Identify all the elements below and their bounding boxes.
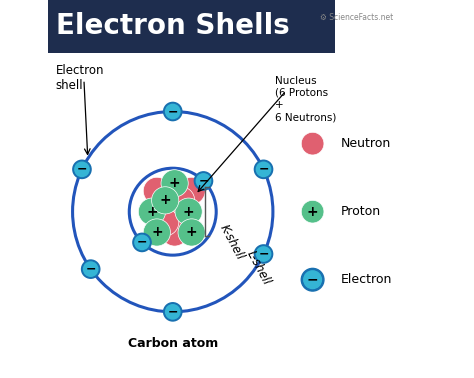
Circle shape: [301, 268, 324, 291]
Circle shape: [255, 161, 272, 177]
Circle shape: [301, 132, 324, 155]
Circle shape: [167, 187, 195, 214]
Circle shape: [161, 170, 188, 197]
Circle shape: [143, 177, 171, 204]
Circle shape: [178, 177, 205, 204]
Circle shape: [161, 219, 188, 246]
Circle shape: [152, 209, 179, 236]
Circle shape: [83, 261, 99, 277]
Text: +: +: [151, 225, 163, 240]
Circle shape: [175, 198, 202, 225]
Text: +: +: [186, 225, 198, 240]
Text: +: +: [307, 204, 319, 219]
Text: L-shell: L-shell: [245, 248, 273, 287]
Circle shape: [254, 160, 273, 179]
Text: +: +: [159, 193, 171, 208]
Circle shape: [72, 160, 92, 179]
Text: +: +: [146, 204, 158, 219]
Circle shape: [301, 200, 324, 223]
Circle shape: [163, 102, 182, 121]
Text: Electron: Electron: [341, 273, 392, 286]
Text: −: −: [198, 174, 209, 187]
Circle shape: [165, 104, 181, 119]
Circle shape: [163, 302, 182, 322]
Text: −: −: [258, 248, 269, 260]
Text: Nucleus
(6 Protons
+
6 Neutrons): Nucleus (6 Protons + 6 Neutrons): [275, 76, 336, 123]
Text: +: +: [169, 176, 181, 191]
Bar: [48, 0, 335, 53]
Text: Proton: Proton: [341, 205, 381, 218]
Circle shape: [138, 198, 165, 225]
Text: −: −: [167, 105, 178, 118]
Text: −: −: [137, 236, 147, 249]
Circle shape: [304, 271, 321, 288]
Circle shape: [152, 187, 179, 214]
Text: −: −: [307, 273, 319, 287]
Circle shape: [143, 219, 171, 246]
Text: Neutron: Neutron: [341, 137, 391, 150]
Circle shape: [196, 173, 211, 189]
Text: K-shell: K-shell: [217, 222, 246, 262]
Circle shape: [134, 235, 150, 250]
Circle shape: [194, 171, 213, 191]
Text: −: −: [258, 163, 269, 176]
Text: +: +: [183, 204, 194, 219]
Text: ⚙ ScienceFacts.net: ⚙ ScienceFacts.net: [320, 13, 393, 22]
Text: −: −: [85, 263, 96, 276]
Text: Electron Shells: Electron Shells: [55, 12, 289, 40]
Circle shape: [132, 232, 152, 252]
Text: Electron
shell: Electron shell: [55, 64, 104, 92]
Circle shape: [81, 259, 100, 279]
Circle shape: [74, 161, 90, 177]
Circle shape: [254, 244, 273, 264]
Text: −: −: [167, 305, 178, 318]
Text: −: −: [77, 163, 87, 176]
Circle shape: [157, 198, 184, 225]
Circle shape: [165, 304, 181, 320]
Circle shape: [178, 219, 205, 246]
Circle shape: [255, 246, 272, 262]
Text: Carbon atom: Carbon atom: [128, 338, 218, 350]
